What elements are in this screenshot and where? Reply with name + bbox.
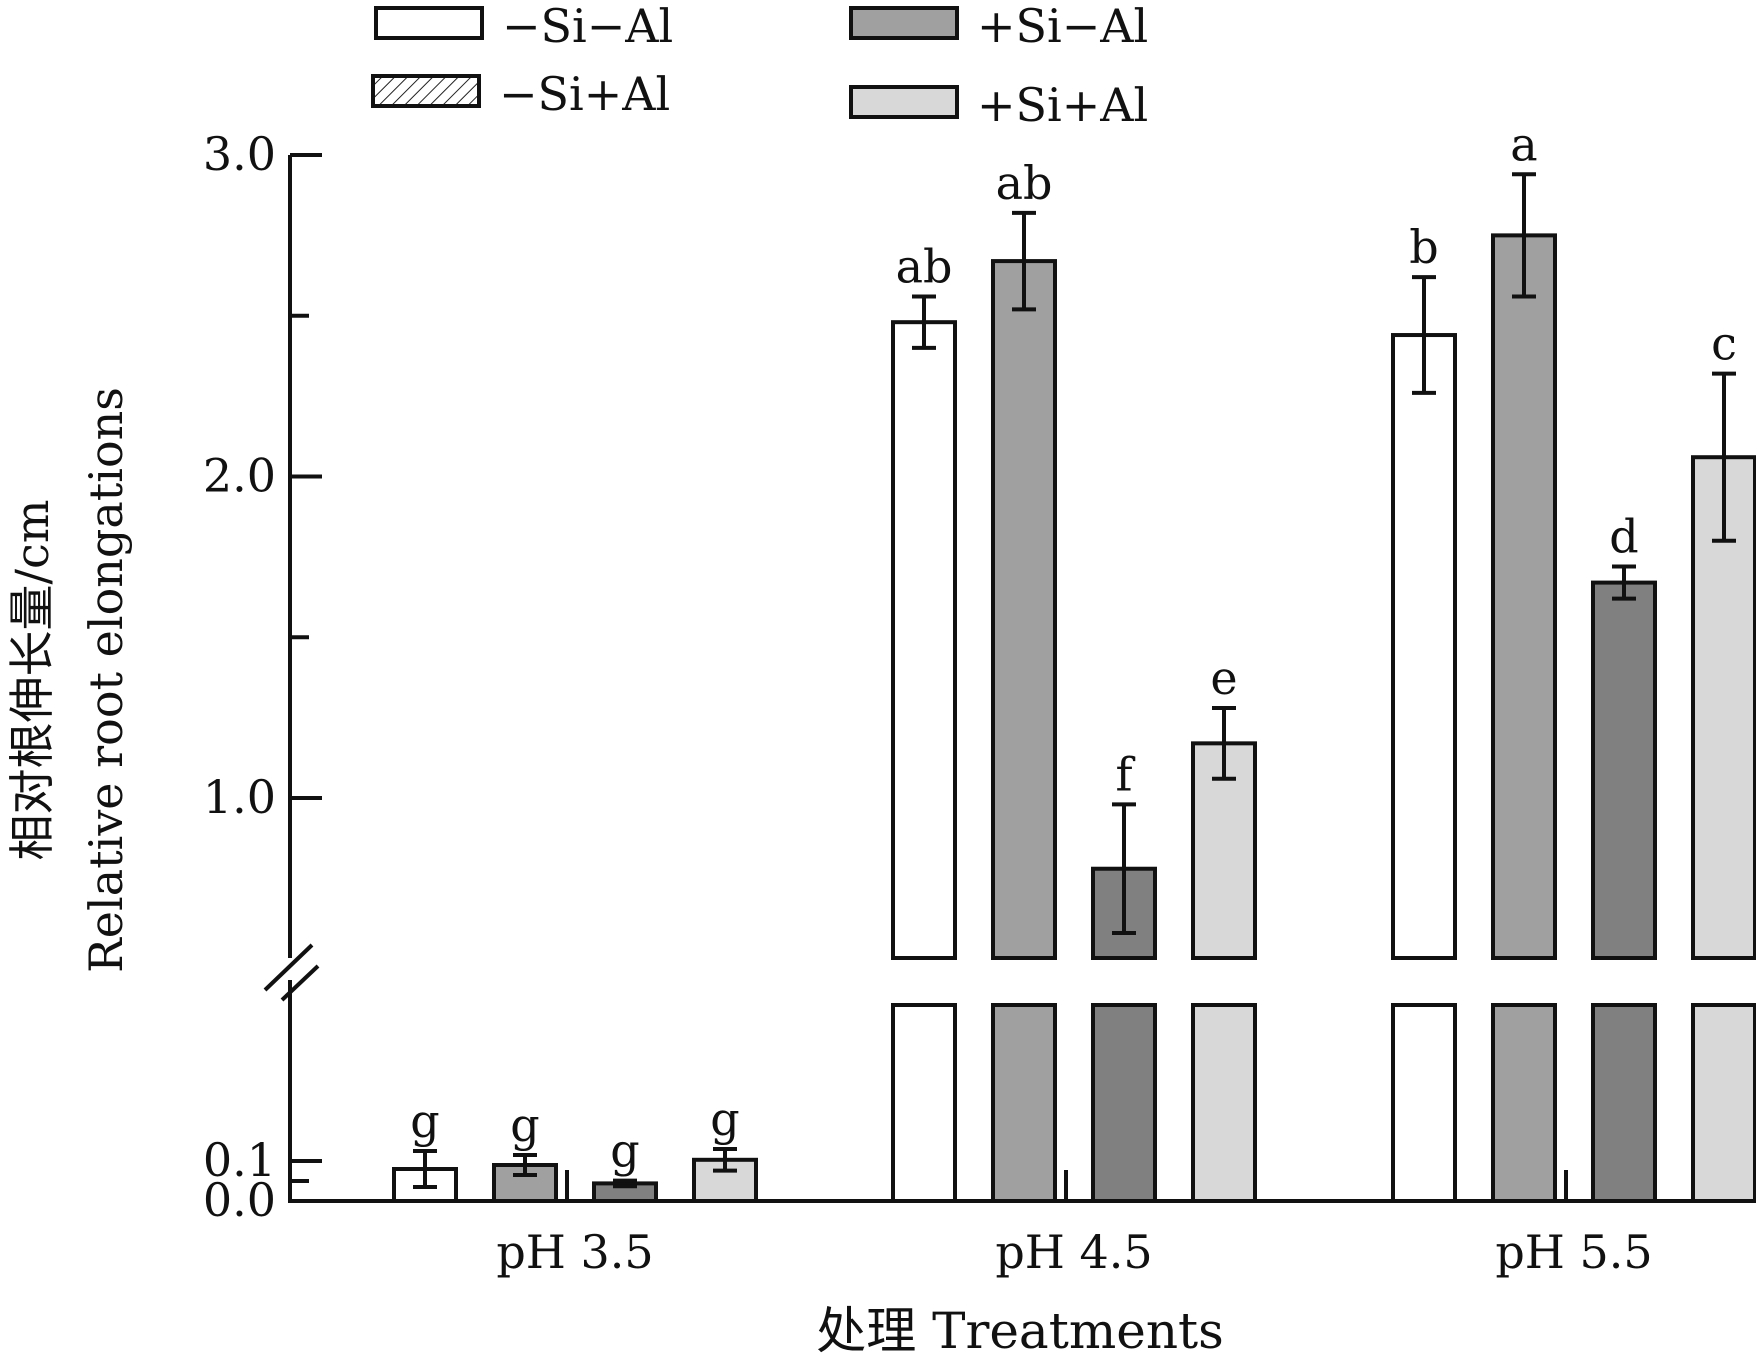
- significance-letter: d: [1609, 510, 1638, 564]
- x-category-label: pH 4.5: [995, 1225, 1152, 1279]
- y-tick-label: 3.0: [203, 127, 276, 181]
- bar-lower-stub: [891, 1003, 957, 1203]
- x-category-label: pH 5.5: [1495, 1225, 1652, 1279]
- y-tick-label: 0.1: [203, 1133, 276, 1187]
- significance-letter: g: [610, 1124, 639, 1178]
- x-category-label: pH 3.5: [496, 1225, 653, 1279]
- x-minor-ticks: [565, 1170, 1568, 1201]
- bar-lower-stub: [1391, 1003, 1457, 1203]
- legend-label: −Si−Al: [502, 0, 673, 53]
- bar-lower-stub: [991, 1003, 1057, 1203]
- y-tick-label: 1.0: [203, 770, 276, 824]
- y-tick-label: 2.0: [203, 449, 276, 503]
- legend-swatch: [849, 6, 959, 40]
- bar: [1591, 580, 1657, 960]
- y-ticks: 1.0 2.0 3.0 0.00.1: [203, 127, 322, 1227]
- legend-swatch: [374, 6, 484, 40]
- legend-label: −Si+Al: [499, 67, 670, 121]
- bar-lower-stub: [1691, 1003, 1756, 1203]
- bar-lower-stub: [1191, 1003, 1257, 1203]
- x-category-labels: pH 3.5 pH 4.5 pH 5.5: [496, 1225, 1652, 1279]
- bar-lower-stub: [1591, 1003, 1657, 1203]
- bar-lower-stub: [1091, 1003, 1157, 1203]
- significance-letter: g: [410, 1094, 439, 1148]
- significance-letter: ab: [996, 156, 1053, 210]
- significance-letter: ab: [896, 239, 953, 293]
- y-axis-label-chinese: 相对根伸长量/cm: [5, 500, 59, 861]
- significance-letter: g: [710, 1092, 739, 1146]
- bar: [1391, 333, 1457, 961]
- y-axis-label-english: Relative root elongations: [79, 387, 133, 973]
- axis-break-mark: [280, 964, 320, 1002]
- legend-label: +Si+Al: [977, 78, 1148, 132]
- bar-lower-stub: [1491, 1003, 1557, 1203]
- significance-letter: c: [1711, 317, 1737, 371]
- significance-letter: f: [1115, 747, 1135, 801]
- legend-swatch: [371, 74, 481, 108]
- significance-letter: b: [1409, 220, 1438, 274]
- axis-break-mark: [263, 943, 314, 992]
- bar: [891, 320, 957, 960]
- y-tick-label: 0.0: [203, 1173, 276, 1227]
- significance-letter: a: [1510, 117, 1537, 171]
- legend: −Si−Al +Si−Al −Si+Al +Si+Al: [371, 0, 1148, 132]
- legend-label: +Si−Al: [977, 0, 1148, 53]
- bar: [991, 259, 1057, 961]
- significance-letter: e: [1210, 651, 1237, 705]
- bar: [1491, 233, 1557, 960]
- x-axis-label: 处理 Treatments: [816, 1302, 1224, 1360]
- legend-swatch: [849, 85, 959, 119]
- significance-letter: g: [510, 1098, 539, 1152]
